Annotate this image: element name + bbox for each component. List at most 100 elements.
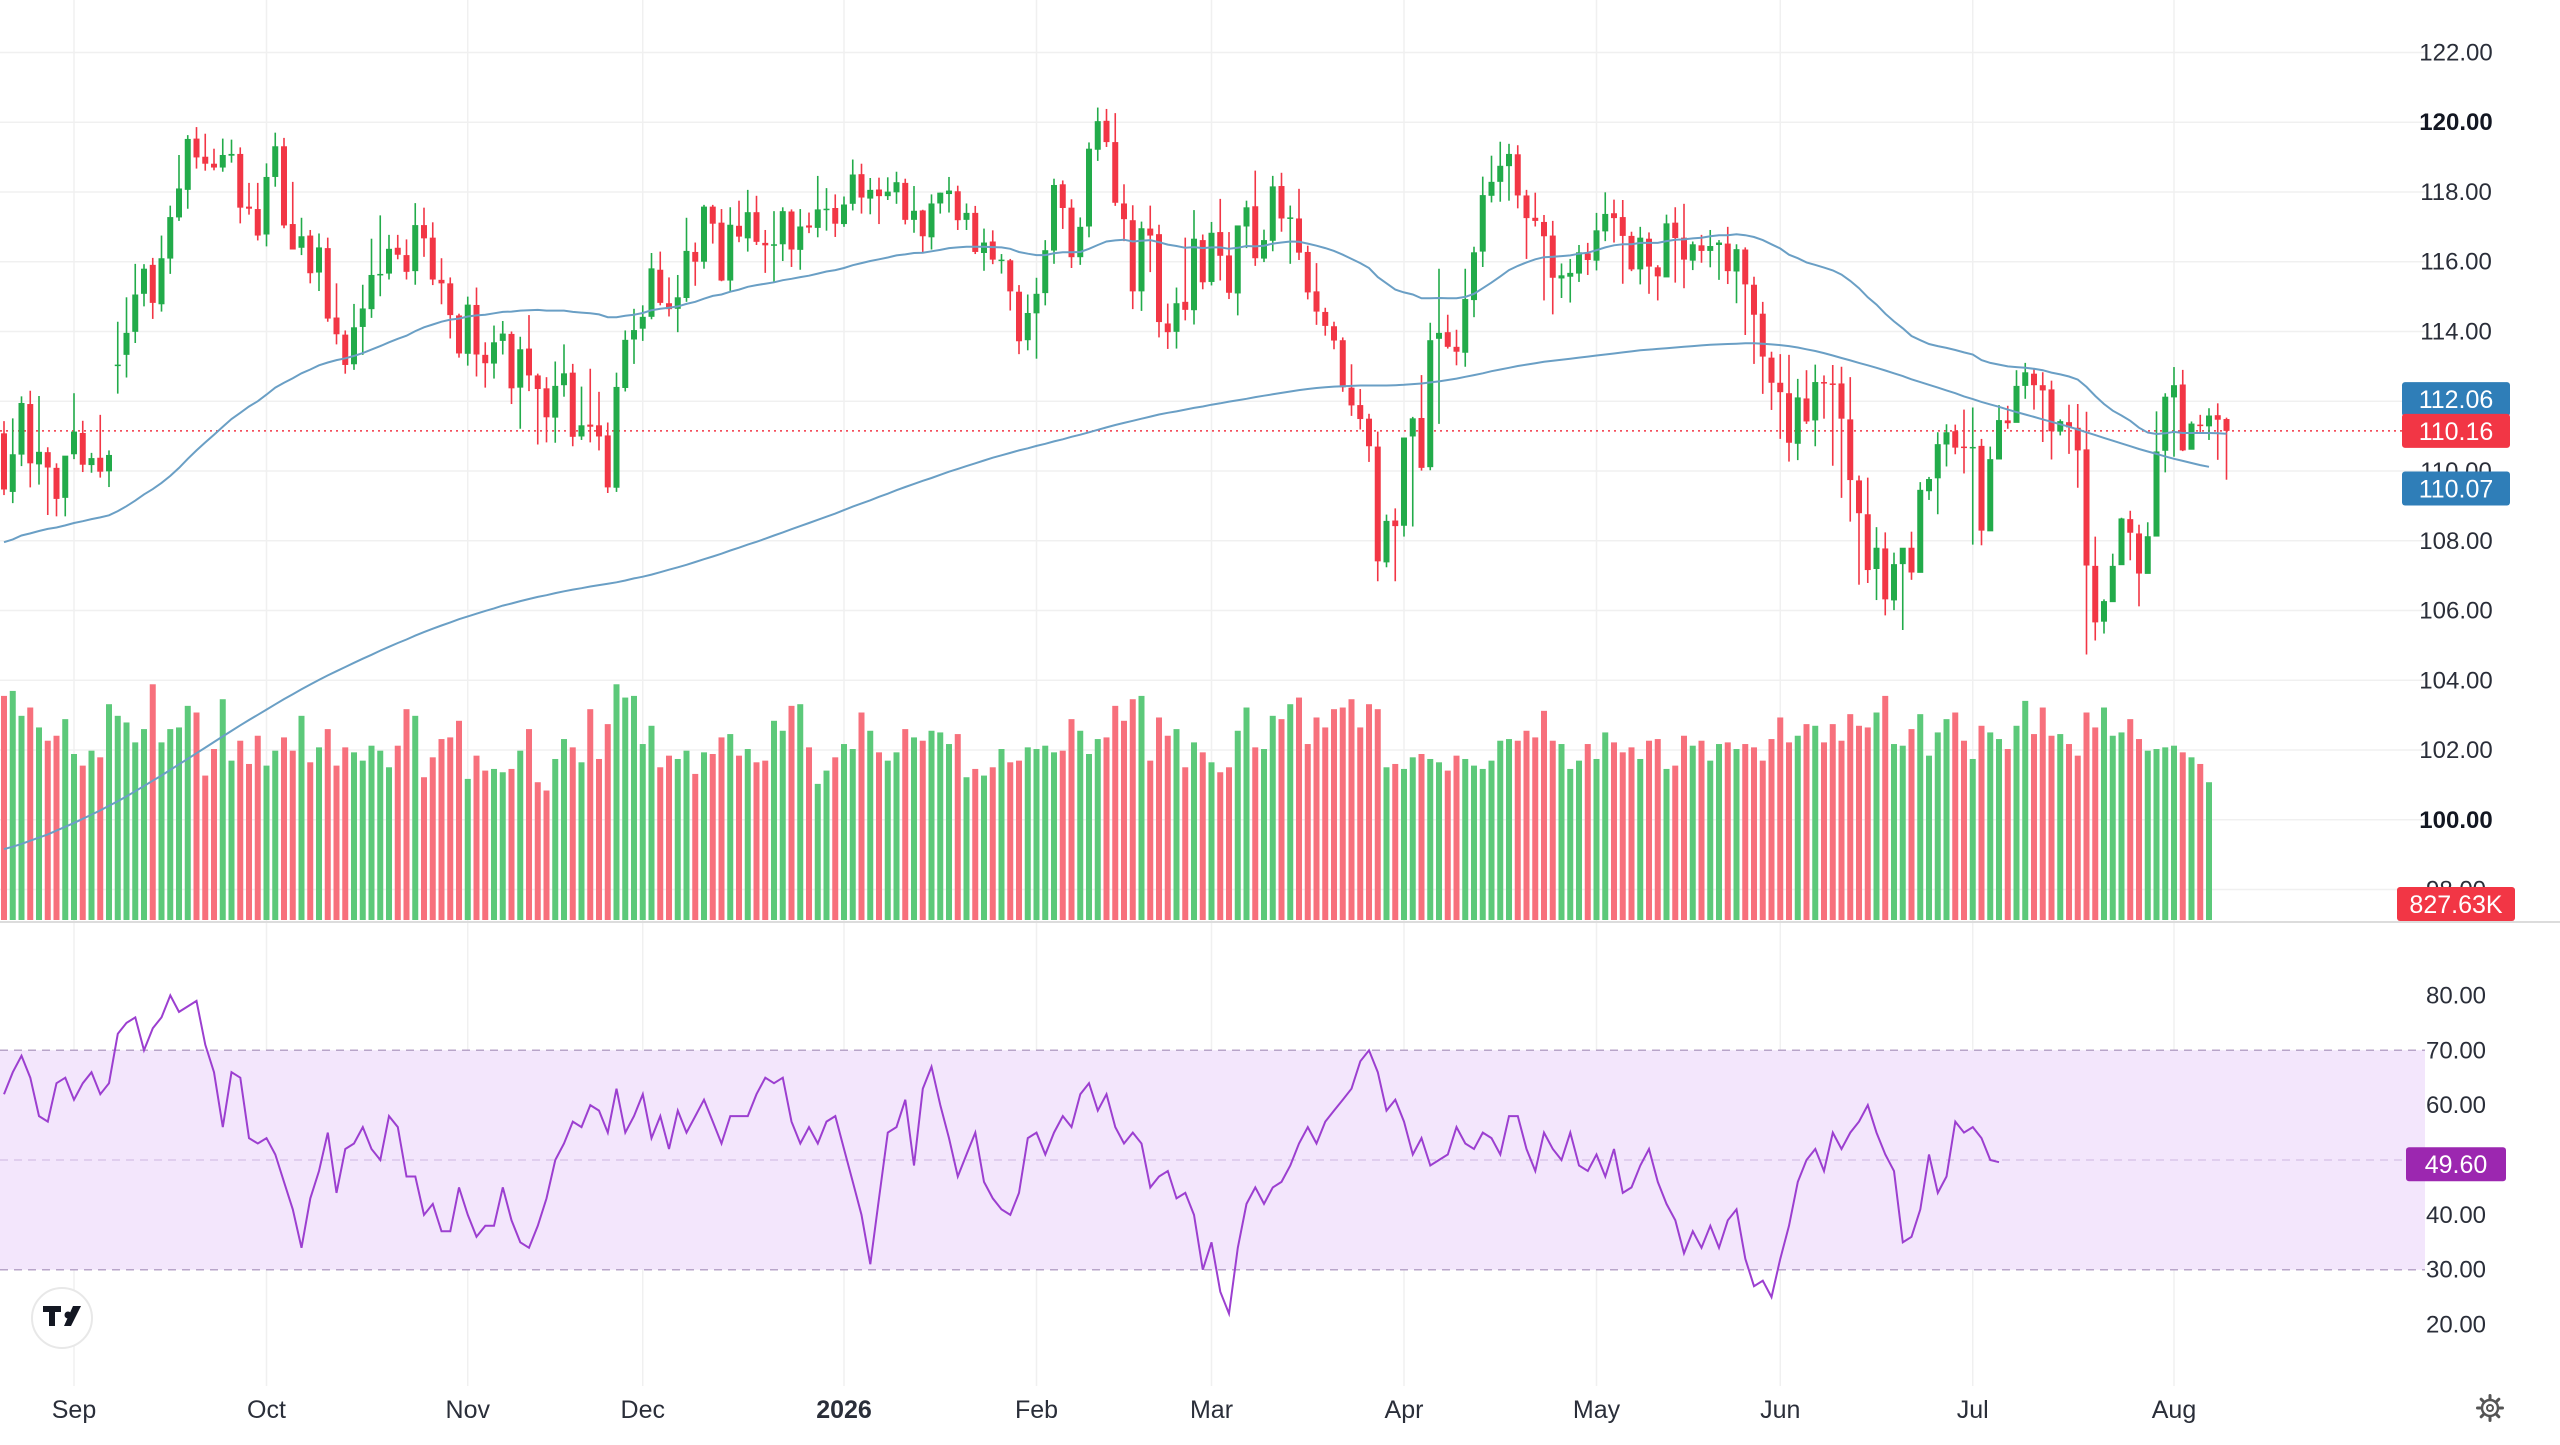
candle-body <box>1646 238 1652 267</box>
candle <box>1917 482 1924 573</box>
candle <box>1794 378 1801 461</box>
candle-body <box>1366 418 1372 447</box>
candle-body <box>1059 184 1066 209</box>
tradingview-logo-icon[interactable] <box>31 1287 93 1349</box>
candle <box>1943 424 1950 467</box>
candle <box>683 217 690 302</box>
candle <box>237 147 244 224</box>
candle <box>622 330 629 392</box>
volume-bar <box>1059 750 1066 920</box>
candle <box>2127 510 2134 561</box>
candle <box>1812 364 1819 447</box>
candle <box>1768 351 1775 410</box>
candle-body <box>263 176 270 235</box>
candle <box>604 422 611 493</box>
candle-body <box>2013 385 2020 423</box>
candle <box>692 242 699 286</box>
candle <box>219 138 226 172</box>
candle-body <box>1952 431 1959 448</box>
volume-bar <box>359 760 366 920</box>
candle <box>648 253 655 320</box>
volume-bar <box>1567 768 1574 920</box>
volume-bar <box>1348 699 1355 920</box>
candle-body <box>412 225 419 272</box>
candle <box>1427 322 1434 471</box>
candle-body <box>806 225 812 228</box>
candle-body <box>771 244 777 246</box>
candle <box>1199 234 1206 290</box>
volume-bar <box>972 768 979 920</box>
candle-body <box>631 330 637 340</box>
candle-body <box>1593 230 1600 261</box>
volume-bar <box>2162 747 2169 920</box>
candle <box>561 344 567 397</box>
candle <box>106 450 112 488</box>
volume-bar <box>1479 768 1486 920</box>
candle <box>1436 268 1442 424</box>
candle-body <box>2031 373 2037 386</box>
candle-body <box>1751 284 1757 315</box>
candle-body <box>1759 313 1766 357</box>
candle-body <box>27 404 34 464</box>
volume-bar <box>298 715 305 920</box>
candle-body <box>1121 203 1127 220</box>
candle-body <box>368 274 375 310</box>
gear-tooth <box>2479 1397 2486 1404</box>
candle <box>596 391 602 451</box>
volume-bar <box>1549 740 1556 920</box>
candle <box>1383 514 1390 568</box>
gear-tooth <box>2494 1397 2501 1404</box>
candle <box>2092 536 2099 641</box>
volume-bar <box>771 720 777 920</box>
gear-icon[interactable] <box>2476 1394 2504 1422</box>
candle <box>858 163 865 214</box>
candle-body <box>2127 519 2134 533</box>
candle-body <box>298 236 305 248</box>
candle-body <box>1357 405 1364 420</box>
candle <box>744 189 751 252</box>
candle-body <box>2083 449 2090 566</box>
volume-bar <box>937 732 944 920</box>
last-price-badge: 110.16 <box>2402 413 2510 448</box>
candle <box>316 233 322 292</box>
candle-body <box>88 458 95 466</box>
volume-bar <box>1094 739 1101 920</box>
candle <box>1182 237 1189 321</box>
candle-body <box>1611 213 1617 219</box>
candle <box>53 463 60 517</box>
volume-bar <box>1129 699 1136 920</box>
candle <box>2223 417 2230 480</box>
candle-body <box>1689 244 1696 261</box>
volume-bar <box>1112 705 1119 920</box>
volume-bar <box>849 749 856 920</box>
volume-bar <box>1471 765 1477 920</box>
candle <box>342 330 349 374</box>
volume-bar <box>1226 767 1232 920</box>
time-axis[interactable]: Sep Oct Nov Dec 2026 Feb Mar Apr May Jun Jul Aug <box>52 1396 2196 1424</box>
candle <box>569 363 576 447</box>
candle-body <box>543 388 550 418</box>
volume-bar <box>1541 710 1547 920</box>
volume-bar <box>1952 712 1959 920</box>
volume-bar <box>1707 760 1714 920</box>
volume-bar <box>832 757 839 920</box>
candle-body <box>762 242 769 246</box>
volume-bar <box>1016 760 1022 920</box>
volume-bar <box>9 690 16 920</box>
volume-bar <box>1024 747 1031 920</box>
volume-bar <box>456 720 462 920</box>
price-tick-label: 116.00 <box>2420 249 2492 276</box>
volume-bar <box>596 758 602 920</box>
candle <box>1514 145 1521 209</box>
candle-body <box>1296 218 1302 253</box>
candle <box>2206 408 2212 440</box>
candle <box>1654 265 1661 301</box>
volume-bar <box>534 782 541 920</box>
volume-bar <box>1514 740 1521 920</box>
candle <box>954 185 961 230</box>
candle-body <box>2179 384 2186 451</box>
volume-bar <box>1199 752 1206 920</box>
volume-bar <box>998 749 1005 920</box>
